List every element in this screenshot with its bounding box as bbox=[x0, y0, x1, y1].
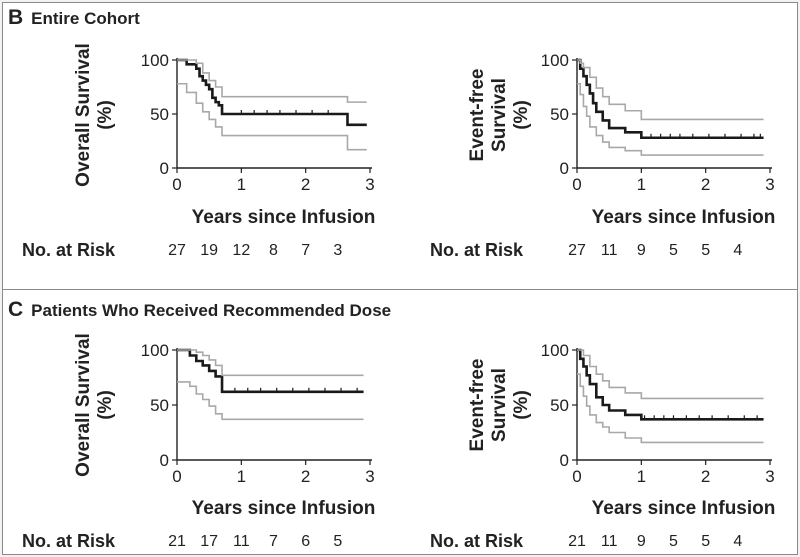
x-axis-label: Years since Infusion bbox=[192, 498, 376, 519]
x-tick-label: 1 bbox=[637, 467, 646, 486]
risk-number: 4 bbox=[733, 533, 743, 550]
risk-number: 19 bbox=[200, 242, 219, 259]
risk-number: 7 bbox=[269, 533, 278, 550]
y-axis-label: Overall Survival bbox=[73, 333, 94, 477]
overall-survival-chart-recommended-dose: 0 50 100 0 1 2 3 Years since Infusion Overall Su… bbox=[73, 333, 376, 519]
x-tick-label: 3 bbox=[765, 175, 774, 194]
y-tick-label: 50 bbox=[550, 396, 569, 415]
event-free-survival-chart-entire-cohort: 0 50 100 0 1 2 3 Years since Infusion Event-free… bbox=[467, 51, 776, 228]
panel-c-letter: C bbox=[8, 298, 24, 321]
risk-number: 5 bbox=[669, 242, 678, 259]
ci-lower-line bbox=[577, 373, 764, 444]
x-axis-label: Years since Infusion bbox=[592, 207, 776, 228]
risk-number: 4 bbox=[733, 242, 743, 259]
x-tick-label: 1 bbox=[637, 175, 646, 194]
ci-lower-line bbox=[177, 82, 367, 151]
y-tick-label: 100 bbox=[541, 341, 569, 360]
x-tick-label: 2 bbox=[701, 175, 710, 194]
panel-divider bbox=[3, 289, 797, 290]
x-tick-label: 1 bbox=[237, 175, 246, 194]
ci-lower-line bbox=[177, 381, 364, 421]
survival-estimate-line bbox=[577, 58, 764, 140]
x-tick-label: 0 bbox=[572, 175, 581, 194]
risk-number: 5 bbox=[701, 533, 711, 550]
risk-number: 8 bbox=[269, 242, 278, 259]
x-tick-label: 3 bbox=[365, 467, 374, 486]
x-tick-label: 0 bbox=[572, 467, 581, 486]
risk-label-b-right: No. at Risk bbox=[430, 240, 524, 260]
panel-c-title: Patients Who Received Recommended Dose bbox=[31, 301, 392, 320]
risk-number: 11 bbox=[233, 533, 250, 550]
risk-number: 11 bbox=[600, 242, 618, 259]
risk-number: 11 bbox=[600, 533, 618, 550]
x-tick-label: 1 bbox=[237, 467, 246, 486]
x-axis-label: Years since Infusion bbox=[592, 498, 776, 519]
panel-b-header: B Entire Cohort bbox=[8, 6, 140, 30]
ci-upper-line bbox=[177, 59, 367, 103]
risk-number: 21 bbox=[168, 533, 186, 550]
x-tick-label: 0 bbox=[172, 175, 181, 194]
y-tick-label: 100 bbox=[541, 51, 569, 70]
risk-number: 9 bbox=[636, 533, 646, 550]
y-tick-label: 0 bbox=[560, 451, 569, 470]
risk-number: 6 bbox=[301, 533, 311, 550]
y-tick-label: 50 bbox=[150, 105, 169, 124]
y-axis-label: (%) bbox=[95, 100, 116, 130]
panel-b-letter: B bbox=[8, 6, 24, 29]
risk-number: 17 bbox=[200, 533, 219, 550]
ci-upper-line bbox=[177, 349, 364, 377]
x-tick-label: 2 bbox=[301, 467, 310, 486]
risk-number: 3 bbox=[333, 242, 343, 259]
y-axis-label: Survival bbox=[489, 368, 510, 442]
y-tick-label: 0 bbox=[160, 159, 169, 178]
y-axis-label: Event-free bbox=[467, 69, 488, 162]
y-axis-label: Overall Survival bbox=[73, 43, 94, 187]
risk-label-c-left: No. at Risk bbox=[22, 531, 116, 551]
y-tick-label: 50 bbox=[150, 396, 169, 415]
y-tick-label: 0 bbox=[560, 159, 569, 178]
ci-upper-line bbox=[577, 349, 764, 400]
x-tick-label: 3 bbox=[365, 175, 374, 194]
risk-number: 27 bbox=[568, 242, 586, 259]
y-axis-label: (%) bbox=[95, 390, 116, 420]
risk-label-b-left: No. at Risk bbox=[22, 240, 116, 260]
ci-upper-line bbox=[577, 59, 764, 121]
y-axis-label: (%) bbox=[511, 390, 532, 420]
y-tick-label: 100 bbox=[141, 51, 169, 70]
overall-survival-chart-entire-cohort: 0 50 100 0 1 2 3 Years since Infusion Overall Su… bbox=[73, 43, 376, 228]
x-tick-label: 2 bbox=[301, 175, 310, 194]
y-axis-label: Survival bbox=[489, 78, 510, 152]
event-free-survival-chart-recommended-dose: 0 50 100 0 1 2 3 Years since Infusion Event-free… bbox=[467, 341, 776, 519]
panel-b-title: Entire Cohort bbox=[31, 9, 140, 28]
y-tick-label: 0 bbox=[160, 451, 169, 470]
risk-number: 7 bbox=[301, 242, 311, 259]
ci-lower-line bbox=[577, 82, 764, 156]
risk-number: 5 bbox=[333, 533, 343, 550]
y-axis-label: (%) bbox=[511, 100, 532, 130]
x-tick-label: 0 bbox=[172, 467, 181, 486]
x-tick-label: 3 bbox=[765, 467, 774, 486]
risk-number: 9 bbox=[636, 242, 646, 259]
risk-number: 5 bbox=[669, 533, 678, 550]
risk-label-c-right: No. at Risk bbox=[430, 531, 524, 551]
x-axis-label: Years since Infusion bbox=[192, 207, 376, 228]
y-tick-label: 50 bbox=[550, 105, 569, 124]
survival-estimate-line bbox=[177, 58, 367, 127]
y-tick-label: 100 bbox=[141, 341, 169, 360]
risk-number: 27 bbox=[168, 242, 186, 259]
panel-c-header: C Patients Who Received Recommended Dose bbox=[8, 298, 391, 322]
survival-estimate-line bbox=[177, 348, 364, 394]
risk-number: 12 bbox=[232, 242, 251, 259]
x-tick-label: 2 bbox=[701, 467, 710, 486]
risk-number: 21 bbox=[568, 533, 586, 550]
y-axis-label: Event-free bbox=[467, 359, 488, 452]
risk-number: 5 bbox=[701, 242, 711, 259]
survival-estimate-line bbox=[577, 348, 764, 421]
